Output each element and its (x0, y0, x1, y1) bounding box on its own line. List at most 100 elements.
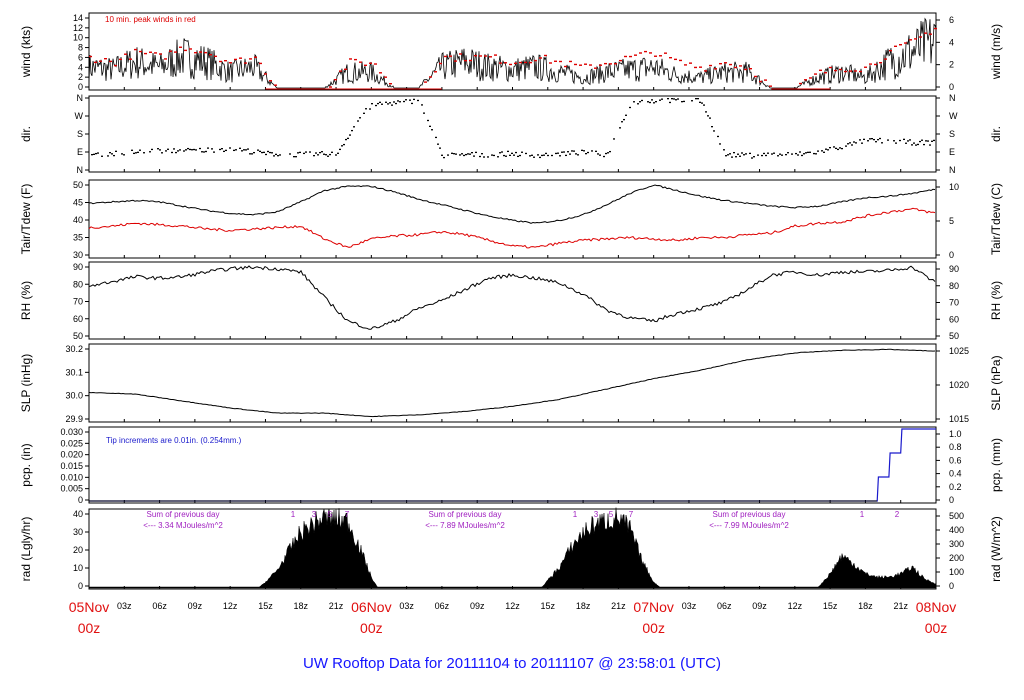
rad-note-title: Sum of previous day (429, 510, 502, 519)
dir-point (761, 154, 763, 157)
wind-peak-mark (174, 51, 177, 53)
wind-peak-mark (99, 60, 102, 62)
dir-point (807, 151, 809, 154)
rad-hour-mark: 3 (594, 510, 599, 519)
x-minor-label: 03z (399, 601, 414, 611)
dir-point (845, 145, 847, 147)
x-minor-label: 03z (117, 601, 132, 611)
dir-point (393, 101, 395, 103)
slp-ylabel-right: SLP (hPa) (989, 355, 1003, 410)
dir-point (331, 151, 333, 153)
dir-point (343, 143, 345, 146)
pcp-ylabel-right: pcp. (mm) (989, 438, 1003, 492)
wind-peak-mark (759, 80, 762, 83)
dir-point (505, 155, 507, 157)
dir-point (453, 153, 455, 155)
dir-ltick-label: N (77, 93, 84, 103)
dir-point (313, 154, 315, 157)
rad-hour-mark: 7 (345, 510, 350, 519)
wind-peak-mark (664, 52, 667, 54)
wind-peak-mark (439, 62, 442, 65)
dir-point (925, 140, 927, 142)
wind-peak-mark (544, 54, 547, 57)
wind-peak-mark (714, 68, 717, 70)
x-minor-label: 06z (435, 601, 450, 611)
wind-ltick-label: 14 (73, 13, 83, 23)
wind-ltick-label: 8 (78, 43, 83, 53)
dir-point (847, 143, 849, 145)
rad-hour-mark: 5 (328, 510, 333, 519)
wind-peak-mark (694, 66, 697, 69)
rad-ltick-label: 30 (73, 527, 83, 537)
dir-point (161, 152, 163, 154)
dir-point (423, 112, 425, 114)
rad-rtick-label: 0 (949, 581, 954, 591)
wind-peak-mark (109, 60, 112, 63)
wind-peak-mark (894, 45, 897, 48)
dir-point (797, 154, 799, 156)
dir-point (711, 126, 713, 128)
dir-point (557, 152, 559, 154)
dir-point (251, 153, 253, 155)
dir-point (253, 151, 255, 154)
slp-ltick-label: 30.1 (65, 367, 83, 377)
rh-ylabel-left: RH (%) (19, 281, 33, 320)
dir-point (895, 142, 897, 144)
dir-rtick-label: N (949, 165, 956, 175)
rad-hour-mark: 3 (312, 510, 317, 519)
x-minor-label: 06z (152, 601, 167, 611)
dir-point (571, 150, 573, 152)
dir-point (799, 151, 801, 153)
dir-point (725, 155, 727, 157)
x-minor-label: 18z (293, 601, 308, 611)
dir-point (201, 151, 203, 153)
dir-point (723, 149, 725, 151)
wind-peak-mark (264, 73, 267, 75)
wind-peak-mark (919, 36, 922, 38)
dir-point (259, 150, 261, 153)
pcp-ltick-label: 0.020 (60, 450, 83, 460)
wind-peak-mark (434, 71, 437, 73)
wind-rtick-label: 6 (949, 15, 954, 25)
wind-peak-mark (604, 62, 607, 65)
wind-peak-mark (259, 62, 262, 65)
dew-point-line (88, 207, 936, 249)
dir-point (877, 139, 879, 141)
pcp-rtick-label: 0 (949, 495, 954, 505)
dir-point (247, 148, 249, 150)
rad-rtick-label: 500 (949, 511, 964, 521)
wind-peak-mark (574, 63, 577, 66)
wind-peak-mark (534, 59, 537, 62)
dir-point (497, 156, 499, 158)
dir-point (517, 155, 519, 158)
pcp-ltick-label: 0.010 (60, 472, 83, 482)
wind-peak-mark (384, 76, 387, 78)
rad-hour-mark: 2 (895, 510, 900, 519)
pcp-annotation: Tip increments are 0.01in. (0.254mm.) (106, 436, 242, 445)
dir-point (239, 147, 241, 149)
wind-peak-mark (184, 49, 187, 52)
dir-point (213, 151, 215, 153)
dir-frame (88, 95, 937, 173)
dir-point (271, 152, 273, 154)
temp-rtick-label: 0 (949, 250, 954, 260)
wind-annotation: 10 min. peak winds in red (105, 15, 196, 24)
wind-peak-mark (549, 62, 552, 64)
wind-peak-mark (849, 70, 852, 72)
wind-peak-mark (214, 55, 217, 58)
dir-point (475, 151, 477, 154)
rh-ltick-label: 90 (73, 262, 83, 272)
dir-point (713, 130, 715, 132)
dir-point (597, 153, 599, 155)
wind-peak-mark (724, 62, 727, 64)
wind-ltick-label: 0 (78, 82, 83, 92)
wind-peak-mark (874, 63, 877, 66)
dir-point (623, 118, 625, 121)
temp-ltick-label: 30 (73, 250, 83, 260)
dir-point (339, 148, 341, 151)
dir-point (133, 152, 135, 155)
wind-peak-mark (494, 54, 497, 56)
wind-peak-mark (124, 53, 127, 55)
dir-point (781, 154, 783, 156)
